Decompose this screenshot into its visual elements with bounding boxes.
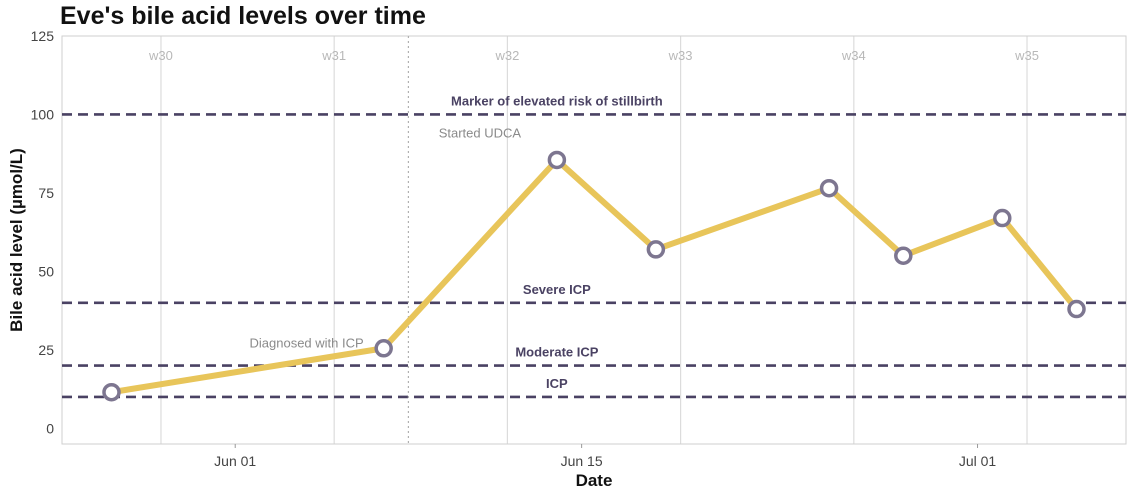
panel-border xyxy=(61,35,1127,445)
threshold-label: Moderate ICP xyxy=(515,345,598,360)
week-label: w35 xyxy=(1014,48,1039,63)
x-axis-title: Date xyxy=(576,471,613,490)
y-tick-label: 0 xyxy=(46,420,54,436)
series-line xyxy=(108,156,1080,396)
data-point xyxy=(819,178,839,198)
data-point xyxy=(547,150,567,170)
annotation-label: Diagnosed with ICP xyxy=(250,336,364,351)
grid-layer: w30 w31 w32 w33 w34 w35 xyxy=(148,36,1039,444)
y-axis-title: Bile acid level (µmol/L) xyxy=(7,148,26,332)
x-tick-label: Jun 01 xyxy=(214,453,256,469)
series-layer xyxy=(102,150,1086,402)
x-tick-label: Jul 01 xyxy=(959,453,997,469)
threshold-layer: Marker of elevated risk of stillbirth Sev… xyxy=(62,93,1126,399)
threshold-label: Marker of elevated risk of stillbirth xyxy=(451,93,663,108)
data-point xyxy=(894,246,913,265)
threshold-label: Severe ICP xyxy=(523,282,591,297)
week-label: w32 xyxy=(494,48,519,63)
week-label: w34 xyxy=(841,48,866,63)
data-point xyxy=(102,382,121,402)
x-tick-label: Jun 15 xyxy=(561,453,603,469)
data-point xyxy=(374,339,393,358)
data-point xyxy=(1067,299,1086,319)
week-label: w30 xyxy=(148,48,173,63)
week-label: w33 xyxy=(668,48,693,63)
y-tick-label: 75 xyxy=(38,185,54,201)
y-tick-label: 25 xyxy=(38,342,54,358)
threshold-label: ICP xyxy=(546,376,568,391)
data-point xyxy=(646,240,666,259)
axis-layer: 0 25 50 75 100 125 Jun 01 Jun 15 Jul 01 xyxy=(31,28,997,469)
chart-title: Eve's bile acid levels over time xyxy=(60,2,426,30)
annotation-label: Started UDCA xyxy=(439,125,522,140)
y-tick-label: 100 xyxy=(31,106,55,122)
y-tick-label: 125 xyxy=(31,28,55,44)
y-tick-label: 50 xyxy=(38,263,54,279)
week-label: w31 xyxy=(321,48,346,63)
data-point xyxy=(993,208,1012,228)
annotation-layer: Diagnosed with ICP Started UDCA xyxy=(250,36,522,444)
